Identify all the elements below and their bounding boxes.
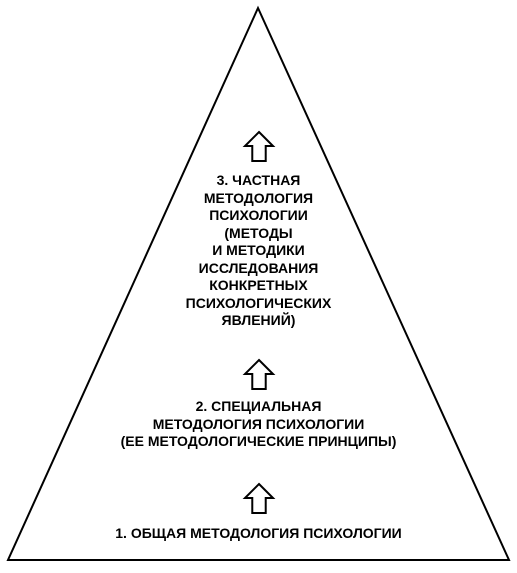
methodology-pyramid: 3. ЧАСТНАЯ МЕТОДОЛОГИЯ ПСИХОЛОГИИ (МЕТОД… bbox=[0, 0, 517, 573]
level-2-line: 2. СПЕЦИАЛЬНАЯ bbox=[0, 398, 517, 416]
level-3-line: ИССЛЕДОВАНИЯ bbox=[0, 260, 517, 278]
level-1-line: 1. ОБЩАЯ МЕТОДОЛОГИЯ ПСИХОЛОГИИ bbox=[0, 525, 517, 543]
level-3-line: ЯВЛЕНИЙ) bbox=[0, 312, 517, 330]
level-3-line: ПСИХОЛОГИЧЕСКИХ bbox=[0, 295, 517, 313]
level-1-block: 1. ОБЩАЯ МЕТОДОЛОГИЯ ПСИХОЛОГИИ bbox=[0, 525, 517, 543]
level-3-block: 3. ЧАСТНАЯ МЕТОДОЛОГИЯ ПСИХОЛОГИИ (МЕТОД… bbox=[0, 172, 517, 330]
up-arrow-icon bbox=[242, 358, 276, 392]
level-3-line: И МЕТОДИКИ bbox=[0, 242, 517, 260]
up-arrow-icon bbox=[242, 482, 276, 516]
level-3-line: (МЕТОДЫ bbox=[0, 225, 517, 243]
level-2-block: 2. СПЕЦИАЛЬНАЯ МЕТОДОЛОГИЯ ПСИХОЛОГИИ (Е… bbox=[0, 398, 517, 451]
up-arrow-icon bbox=[242, 130, 276, 164]
level-2-line: МЕТОДОЛОГИЯ ПСИХОЛОГИИ bbox=[0, 416, 517, 434]
level-3-line: ПСИХОЛОГИИ bbox=[0, 207, 517, 225]
level-3-line: МЕТОДОЛОГИЯ bbox=[0, 190, 517, 208]
level-2-line: (ЕЕ МЕТОДОЛОГИЧЕСКИЕ ПРИНЦИПЫ) bbox=[0, 433, 517, 451]
level-3-line: КОНКРЕТНЫХ bbox=[0, 277, 517, 295]
level-3-line: 3. ЧАСТНАЯ bbox=[0, 172, 517, 190]
